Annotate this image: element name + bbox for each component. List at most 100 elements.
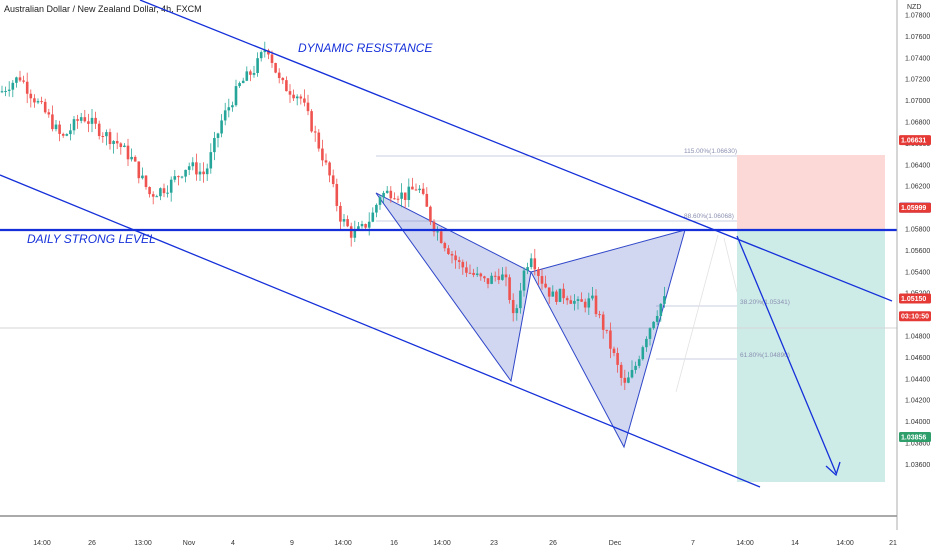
candle-down — [411, 186, 414, 190]
price-tick-label: 1.07600 — [905, 34, 930, 41]
price-tag-label: 03:10:50 — [901, 314, 929, 321]
candle-up — [587, 298, 591, 308]
candle-down — [450, 253, 454, 256]
candle-up — [655, 315, 659, 322]
price-tick-label: 1.03800 — [905, 441, 930, 448]
candle-up — [663, 296, 666, 304]
fib-label-886: 88.60%(1.06068) — [684, 213, 734, 220]
candle-down — [76, 119, 79, 121]
candle-up — [371, 212, 375, 222]
candle-down — [393, 198, 396, 200]
candle-down — [605, 329, 609, 331]
candle-up — [130, 156, 133, 160]
candle-up — [105, 132, 108, 137]
candle-down — [40, 101, 43, 103]
candle-down — [468, 272, 472, 274]
candle-down — [310, 111, 313, 132]
price-tag-label: 1.03856 — [901, 435, 926, 442]
candle-down — [432, 221, 436, 232]
candle-down — [396, 198, 400, 200]
symbol-title: Australian Dollar / New Zealand Dollar, … — [4, 4, 202, 14]
candle-down — [511, 299, 515, 314]
price-tick-label: 1.07000 — [905, 98, 930, 105]
candle-down — [83, 117, 87, 122]
candle-down — [177, 176, 180, 178]
candle-down — [562, 288, 565, 299]
candle-down — [87, 121, 90, 124]
candle-up — [7, 89, 11, 91]
price-axis[interactable]: 1.07800 1.07600 1.07400 1.07200 1.07000 1.068… — [905, 13, 930, 469]
candle-down — [115, 141, 119, 144]
price-tick-label: 1.05400 — [905, 269, 930, 276]
candle-up — [342, 219, 346, 222]
price-tick-label: 1.06200 — [905, 184, 930, 191]
candle-up — [490, 275, 493, 284]
candle-up — [223, 110, 227, 121]
candles — [0, 41, 666, 390]
candle-down — [346, 219, 349, 227]
time-tick-label: 26 — [549, 540, 557, 547]
candle-up — [112, 141, 115, 145]
candle-up — [209, 152, 213, 169]
time-tick-label: 14:00 — [736, 540, 754, 547]
candle-down — [339, 205, 342, 222]
time-tick-label: Nov — [183, 540, 196, 547]
candle-up — [90, 117, 94, 124]
candle-down — [317, 132, 321, 149]
candle-down — [565, 298, 569, 301]
time-tick-label: 14:00 — [334, 540, 352, 547]
candle-down — [555, 291, 558, 302]
candle-down — [202, 171, 205, 175]
candle-up — [526, 267, 529, 271]
dynamic-resistance-label: DYNAMIC RESISTANCE — [298, 41, 433, 55]
candle-up — [637, 359, 641, 366]
candle-down — [299, 96, 303, 99]
price-tick-label: 1.07800 — [905, 13, 930, 20]
candle-down — [22, 80, 25, 82]
candle-up — [173, 176, 177, 180]
candle-down — [47, 112, 51, 115]
candle-down — [162, 188, 166, 194]
candle-up — [205, 168, 209, 175]
candle-down — [421, 188, 425, 194]
candle-up — [155, 196, 159, 198]
price-tag-box — [899, 432, 931, 443]
candle-up — [245, 71, 249, 81]
candle-down — [119, 143, 123, 148]
price-tag-label: 1.05150 — [901, 296, 926, 303]
price-tick-label: 1.04200 — [905, 398, 930, 405]
candle-down — [267, 50, 270, 55]
candle-down — [43, 101, 47, 113]
candle-up — [659, 303, 663, 316]
candle-up — [263, 50, 267, 53]
time-tick-label: 7 — [691, 540, 695, 547]
pattern-triangle-left — [375, 192, 532, 383]
candle-up — [353, 229, 357, 238]
time-tick-label: 14:00 — [33, 540, 51, 547]
candle-down — [619, 364, 623, 378]
candle-down — [486, 278, 490, 284]
time-tick-label: Dec — [609, 540, 622, 547]
price-tag-box — [899, 311, 931, 322]
time-axis[interactable]: 14:00 26 13:00 Nov 4 9 14:00 16 14:00 23 26 Dec 7 14:… — [33, 540, 897, 547]
channel-support-line — [0, 174, 761, 488]
price-tick-label: 1.04400 — [905, 376, 930, 383]
candle-down — [328, 162, 331, 176]
candle-up — [238, 83, 241, 87]
candle-up — [630, 369, 634, 378]
candle-up — [65, 134, 69, 136]
time-tick-label: 9 — [290, 540, 294, 547]
candle-down — [601, 314, 605, 330]
candle-down — [364, 224, 367, 228]
candle-up — [36, 101, 40, 103]
price-tick-label: 1.04000 — [905, 419, 930, 426]
candle-down — [151, 194, 155, 197]
candle-up — [141, 175, 144, 179]
candle-up — [234, 86, 238, 106]
candle-up — [573, 300, 576, 304]
candle-up — [558, 288, 562, 302]
candle-down — [533, 258, 537, 270]
candle-down — [493, 275, 497, 277]
candle-down — [335, 184, 339, 206]
